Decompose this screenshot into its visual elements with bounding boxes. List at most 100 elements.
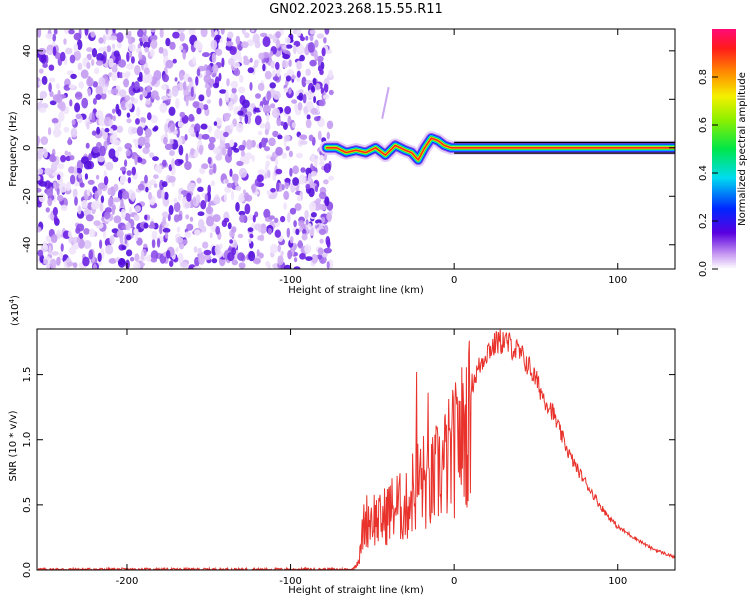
noise-speckle <box>94 67 100 75</box>
noise-speckle <box>262 63 266 72</box>
noise-speckle <box>66 261 74 267</box>
colorbar-label: Normalized spectral amplitude <box>737 72 748 226</box>
noise-speckle <box>72 188 78 198</box>
noise-speckle <box>259 105 263 112</box>
noise-speckle <box>301 76 307 88</box>
noise-speckle <box>286 227 291 238</box>
noise-speckle <box>223 217 230 223</box>
noise-speckle <box>272 130 279 138</box>
noise-speckle <box>171 86 179 97</box>
noise-speckle <box>300 167 306 173</box>
noise-speckle <box>288 59 292 67</box>
noise-speckle <box>70 127 78 138</box>
noise-speckle <box>328 175 335 181</box>
noise-speckle <box>136 156 143 163</box>
snr-panel: -200 -100 0 100 0.0 0.5 1.0 1.5 Height of strai… <box>8 295 676 596</box>
noise-speckle <box>272 107 280 119</box>
noise-speckle <box>227 31 234 39</box>
noise-speckle <box>132 138 138 143</box>
noise-speckle <box>200 123 208 130</box>
noise-speckle <box>310 107 318 115</box>
noise-speckle <box>156 189 163 199</box>
noise-speckle <box>161 181 168 188</box>
noise-speckle <box>269 103 276 109</box>
noise-speckle <box>173 197 178 204</box>
noise-speckle <box>117 189 123 201</box>
noise-speckle <box>85 142 90 149</box>
noise-speckle <box>193 126 198 134</box>
noise-speckle <box>283 264 292 269</box>
noise-speckle <box>218 97 223 107</box>
noise-speckle <box>79 182 85 188</box>
noise-speckle <box>308 134 314 142</box>
noise-speckle <box>270 188 276 193</box>
noise-speckle <box>168 164 173 172</box>
noise-speckle <box>185 153 189 163</box>
noise-speckle <box>126 234 132 241</box>
noise-speckle <box>124 95 131 102</box>
noise-speckle <box>219 89 227 94</box>
noise-speckle <box>248 250 256 262</box>
noise-speckle <box>150 29 156 33</box>
noise-speckle <box>292 177 299 186</box>
noise-speckle <box>285 146 290 151</box>
noise-speckle <box>165 250 171 259</box>
noise-speckle <box>300 36 305 42</box>
noise-speckle <box>129 256 135 262</box>
noise-speckle <box>111 64 118 74</box>
noise-speckle <box>295 152 303 159</box>
noise-speckle <box>90 31 96 38</box>
noise-speckle <box>322 94 330 100</box>
x-tick-label: -100 <box>279 275 302 286</box>
noise-speckle <box>311 253 319 264</box>
x-tick-label: 100 <box>608 576 627 587</box>
x-tick-label: -100 <box>279 576 302 587</box>
noise-speckle <box>253 59 259 68</box>
noise-speckle <box>76 160 84 171</box>
noise-speckle <box>177 136 183 147</box>
noise-speckle <box>162 159 167 167</box>
noise-speckle <box>117 146 123 152</box>
noise-speckle <box>305 183 311 190</box>
noise-speckle <box>307 223 312 231</box>
noise-speckle <box>78 173 83 179</box>
noise-speckle <box>231 226 237 233</box>
noise-speckle <box>82 256 90 267</box>
noise-speckle <box>318 99 326 107</box>
noise-speckle <box>70 73 77 79</box>
noise-speckle <box>198 219 205 230</box>
noise-speckle <box>295 228 300 235</box>
noise-speckle <box>103 176 109 186</box>
noise-speckle <box>323 37 327 44</box>
noise-speckle <box>314 116 321 122</box>
noise-speckle <box>68 29 75 35</box>
noise-speckle <box>238 210 246 216</box>
snr-scale-note: (x104) <box>8 295 21 326</box>
noise-speckle <box>73 50 81 61</box>
noise-speckle <box>105 161 114 171</box>
noise-speckle <box>86 77 94 87</box>
noise-speckle <box>144 128 152 138</box>
noise-speckle <box>288 150 293 158</box>
noise-speckle <box>197 211 205 216</box>
noise-speckle <box>203 254 212 261</box>
noise-speckle <box>69 174 76 185</box>
noise-speckle <box>324 29 330 35</box>
noise-speckle <box>302 93 307 104</box>
noise-speckle <box>102 34 106 45</box>
noise-speckle <box>43 259 48 265</box>
noise-speckle <box>165 37 171 47</box>
noise-speckle <box>126 63 134 70</box>
noise-speckle <box>193 40 202 50</box>
noise-speckle <box>125 100 133 110</box>
noise-speckle <box>317 130 322 141</box>
noise-speckle <box>48 64 55 71</box>
noise-speckle <box>229 46 237 55</box>
noise-speckle <box>161 211 169 219</box>
noise-speckle <box>215 225 221 235</box>
noise-speckle <box>99 239 103 249</box>
noise-speckle <box>112 197 121 203</box>
noise-speckle <box>235 35 241 46</box>
spectrogram-y-axis-label: Frequency (Hz) <box>8 111 19 187</box>
